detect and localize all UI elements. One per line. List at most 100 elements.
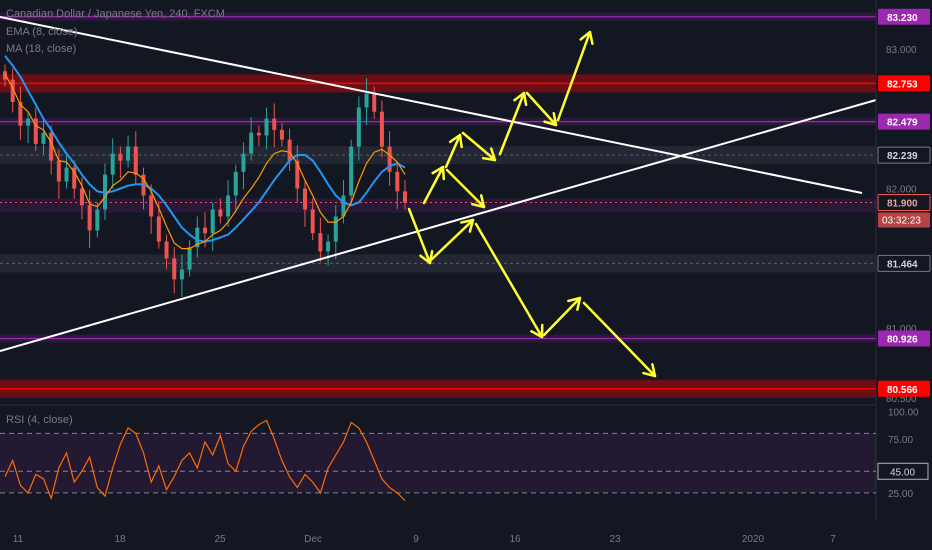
candle	[10, 79, 15, 102]
candle	[395, 171, 400, 192]
countdown-badge	[878, 212, 930, 228]
rsi-axis-tick: 75.00	[888, 435, 913, 446]
candle	[210, 209, 215, 234]
price-level-badge	[877, 146, 931, 164]
candle	[133, 146, 138, 175]
candle	[364, 93, 369, 108]
candle	[372, 93, 377, 112]
projection-arrowhead	[579, 30, 594, 46]
candle	[72, 167, 77, 189]
price-axis-tick: 82.000	[886, 185, 917, 196]
candle	[226, 195, 231, 217]
candle	[387, 146, 392, 172]
candles	[3, 64, 407, 297]
candle	[233, 171, 238, 196]
candle	[341, 195, 346, 217]
chart-title: Canadian Dollar / Japanese Yen, 240, FXC…	[6, 8, 225, 20]
candle	[310, 209, 315, 234]
candle	[41, 132, 46, 144]
candle	[110, 153, 115, 175]
projection-arrow-shaft	[498, 91, 526, 156]
candle	[56, 160, 61, 182]
price-level-badge	[878, 330, 930, 347]
rsi-current-value: 45.00	[890, 467, 915, 478]
price-level-badge	[877, 194, 931, 211]
rsi-title: RSI (4, close)	[6, 414, 73, 426]
rsi-axis-tick: 25.00	[888, 489, 913, 500]
projection-arrow-shaft	[429, 218, 475, 262]
descending-trendline	[0, 16, 863, 194]
projection-arrow-shaft	[461, 131, 497, 162]
indicator-ma-label: MA (18, close)	[6, 43, 77, 55]
candle	[33, 118, 38, 144]
current-level-band	[0, 198, 876, 213]
candle	[356, 107, 361, 147]
candle	[241, 153, 246, 172]
candle	[195, 227, 200, 248]
price-level-badge	[878, 8, 930, 25]
price-level-bands	[0, 12, 876, 398]
projection-arrowhead	[513, 91, 528, 107]
time-axis-tick: 2020	[742, 534, 765, 545]
rsi-range-fill	[0, 433, 876, 493]
time-axis-tick: 18	[114, 534, 126, 545]
candle	[249, 132, 254, 154]
projection-arrows	[407, 30, 657, 378]
time-axis-tick: Dec	[304, 534, 322, 545]
projection-arrow-shaft	[582, 301, 657, 378]
candle	[272, 118, 277, 130]
price-axis-tick: 80.500	[886, 394, 917, 405]
candle	[333, 216, 338, 242]
price-level-label: 81.900	[887, 199, 918, 210]
projection-arrow-shaft	[542, 296, 582, 337]
candle	[403, 191, 407, 203]
price-level-label: 80.926	[887, 335, 918, 346]
price-axis-tick: 81.000	[886, 324, 917, 335]
candle	[95, 209, 100, 231]
projection-arrowhead	[431, 165, 446, 181]
projection-arrow-shaft	[474, 222, 544, 339]
rsi-current-badge	[877, 462, 929, 480]
bar-countdown: 03:32:23	[882, 216, 921, 227]
candle	[256, 132, 261, 136]
projection-arrowhead	[471, 194, 486, 209]
rsi-line	[4, 419, 406, 501]
price-level-badge	[878, 380, 930, 397]
ascending-trendline	[0, 99, 877, 352]
projection-arrow-shaft	[525, 91, 558, 127]
trendlines	[0, 16, 877, 352]
projection-arrowhead	[481, 147, 497, 162]
price-axis-tick: 83.000	[886, 45, 917, 56]
price-level-label: 83.230	[887, 13, 918, 24]
projection-arrow-shaft	[556, 30, 592, 122]
candle	[87, 205, 92, 231]
time-axis: 11 18 25 Dec 9 16 23 2020 7	[13, 534, 836, 545]
time-axis-tick: 11	[13, 534, 24, 545]
price-level-labels: 83.230 82.753 82.479 82.239 81.900 81.464 80.9…	[877, 8, 931, 397]
candle	[279, 129, 284, 140]
candle	[295, 160, 300, 189]
candle	[379, 111, 384, 147]
ema-line	[4, 73, 406, 250]
projection-arrowhead	[530, 323, 544, 339]
candle	[318, 233, 323, 252]
price-level-badge	[878, 75, 930, 92]
projection-arrowhead	[642, 363, 657, 378]
candle	[287, 139, 292, 161]
projection-arrowhead	[419, 249, 434, 265]
candle	[149, 195, 154, 217]
projection-arrowhead	[567, 296, 582, 311]
projection-arrow-shaft	[444, 133, 462, 169]
price-level-badge	[878, 113, 930, 130]
candle	[164, 241, 169, 259]
candle	[3, 71, 7, 80]
price-level-label: 82.479	[887, 118, 918, 129]
rsi-axis-tick: 100.00	[888, 408, 919, 419]
candle	[118, 153, 123, 161]
projection-arrowhead	[448, 133, 463, 149]
price-level-label: 80.566	[887, 385, 918, 396]
price-level-label: 82.239	[887, 151, 918, 162]
candle	[18, 101, 23, 126]
